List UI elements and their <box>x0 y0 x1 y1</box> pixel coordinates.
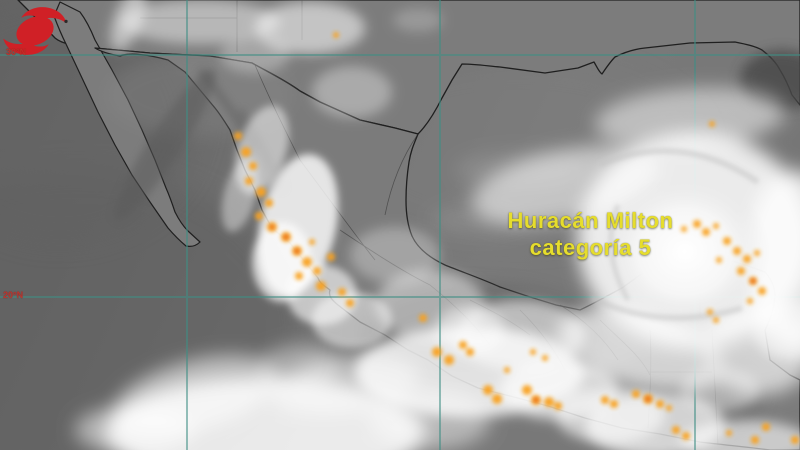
convection-cores <box>270 225 756 403</box>
latitude-label-bottom: 20°N <box>3 290 24 300</box>
hurricane-milton-clouds <box>471 87 800 395</box>
hurricane-icon <box>3 7 68 55</box>
hurricane-annotation: Huracán Milton categoría 5 <box>498 207 683 261</box>
cloud-layer <box>75 0 800 450</box>
hurricane-annotation-line1: Huracán Milton <box>507 208 674 233</box>
convection-markers <box>234 32 799 444</box>
latitude-label-top: 30°N <box>6 47 27 57</box>
hurricane-annotation-line2: categoría 5 <box>529 235 652 260</box>
